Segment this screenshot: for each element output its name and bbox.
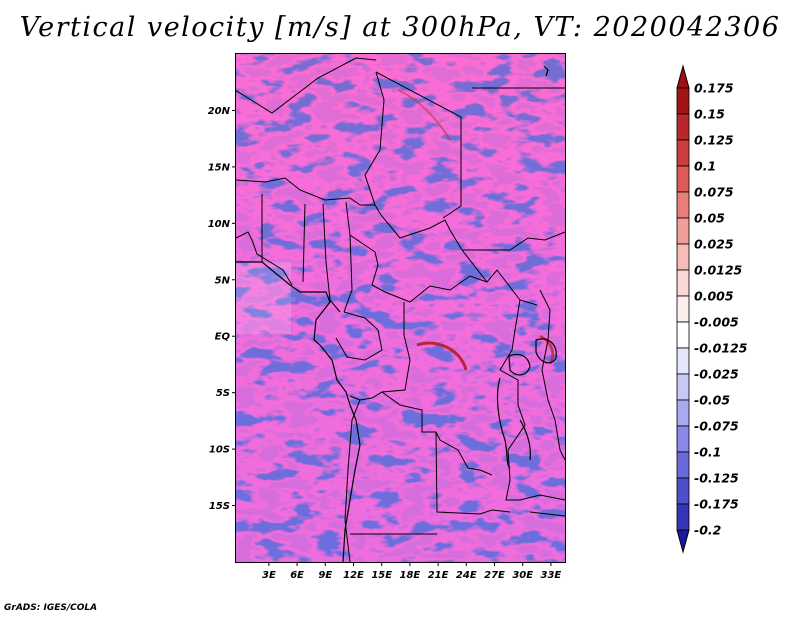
colorbar-swatch — [676, 347, 690, 375]
colorbar: 0.175 0.15 0.125 0.1 0.075 0.05 0.025 0.0125 0.0… — [676, 64, 748, 554]
colorbar-label: -0.175 — [694, 497, 739, 512]
colorbar-label: -0.05 — [694, 393, 730, 408]
colorbar-swatch — [676, 243, 690, 271]
y-axis: 20N 15N 10N 5N EQ 5S 10S 15S — [208, 106, 236, 512]
x-axis: 3E 6E 9E 12E 15E 18E 21E 24E 27E 30E 33E — [262, 562, 561, 581]
colorbar-swatch — [676, 139, 690, 167]
x-tick-label: 27E — [484, 570, 505, 581]
colorbar-swatch — [676, 373, 690, 401]
chart-title: Vertical velocity [m/s] at 300hPa, VT: 2… — [19, 12, 781, 43]
colorbar-swatch — [676, 399, 690, 427]
y-tick-label: 5S — [216, 388, 230, 399]
x-tick-label: 9E — [318, 570, 332, 581]
colorbar-label: -0.125 — [694, 471, 739, 486]
x-tick-label: 3E — [262, 570, 276, 581]
colorbar-swatch — [676, 269, 690, 297]
colorbar-label: -0.025 — [694, 367, 739, 382]
y-tick-label: 15N — [208, 162, 231, 173]
colorbar-swatch — [676, 165, 690, 193]
colorbar-label: -0.005 — [694, 315, 739, 330]
colorbar-label: -0.1 — [694, 445, 721, 460]
x-tick-label: 21E — [428, 570, 449, 581]
x-tick-label: 24E — [456, 570, 477, 581]
x-tick-label: 33E — [541, 570, 562, 581]
y-tick-label: 20N — [208, 106, 231, 117]
colorbar-swatch — [676, 425, 690, 453]
colorbar-swatch — [676, 321, 690, 349]
colorbar-label: 0.15 — [694, 107, 725, 122]
x-tick-label: 15E — [371, 570, 392, 581]
colorbar-label: 0.05 — [694, 211, 725, 226]
credit-label: GrADS: IGES/COLA — [4, 603, 98, 613]
colorbar-label: 0.005 — [694, 289, 734, 304]
shaded-field — [236, 54, 565, 562]
colorbar-label: 0.0125 — [694, 263, 743, 278]
colorbar-bottom-cap — [676, 529, 690, 554]
colorbar-label: 0.1 — [694, 159, 716, 174]
map-frame — [235, 53, 566, 563]
colorbar-label: 0.175 — [694, 81, 734, 96]
colorbar-label: -0.2 — [694, 523, 721, 538]
colorbar-swatch — [676, 87, 690, 115]
y-tick-label: 10S — [209, 445, 230, 456]
colorbar-swatch — [676, 451, 690, 479]
x-tick-label: 30E — [512, 570, 533, 581]
colorbar-label: 0.075 — [694, 185, 734, 200]
x-tick-label: 6E — [290, 570, 304, 581]
x-tick-label: 12E — [343, 570, 364, 581]
colorbar-label: -0.0125 — [694, 341, 748, 356]
x-tick-label: 18E — [400, 570, 421, 581]
y-tick-label: 15S — [209, 501, 230, 512]
y-tick-label: 10N — [208, 219, 231, 230]
y-tick-label: 5N — [215, 275, 231, 286]
y-tick-label: EQ — [215, 332, 231, 343]
colorbar-swatch — [676, 503, 690, 531]
colorbar-label: -0.075 — [694, 419, 739, 434]
colorbar-swatch — [676, 217, 690, 245]
colorbar-swatch — [676, 295, 690, 323]
colorbar-label: 0.025 — [694, 237, 734, 252]
colorbar-swatch — [676, 477, 690, 505]
colorbar-swatch — [676, 191, 690, 219]
colorbar-label: 0.125 — [694, 133, 734, 148]
colorbar-swatch — [676, 113, 690, 141]
coastlines — [236, 65, 557, 563]
colorbar-top-cap — [676, 64, 690, 89]
country-borders — [234, 57, 566, 563]
